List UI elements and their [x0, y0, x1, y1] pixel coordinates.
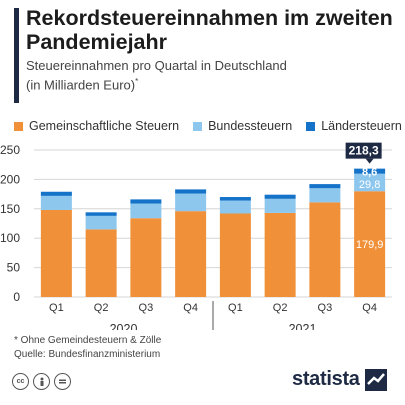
statista-logo-icon	[364, 368, 387, 391]
total-value-label: 218,3	[349, 144, 379, 158]
bar-segment-bund	[175, 193, 207, 212]
bar-segment-gemeinschaft	[309, 202, 341, 297]
y-tick-label: 200	[0, 172, 20, 186]
y-tick-label: 50	[7, 261, 21, 275]
footnote-block: * Ohne Gemeindesteuern & Zölle Quelle: B…	[14, 334, 161, 362]
x-tick-label: Q3	[318, 302, 333, 314]
bar-segment-gemeinschaft	[130, 218, 162, 297]
legend-item-bund: Bundessteuern	[193, 119, 292, 133]
group-label: 2021	[289, 322, 317, 330]
y-tick-label: 100	[0, 231, 20, 245]
total-callout-box	[345, 142, 382, 159]
bar-segment-bund	[264, 198, 296, 213]
bar-segment-laender	[85, 212, 117, 216]
gemeinschaft-value-label: 179,9	[356, 239, 384, 251]
footnote-text: * Ohne Gemeindesteuern & Zölle	[14, 335, 162, 346]
legend-swatch-gemeinschaft	[14, 121, 23, 131]
bar-segment-gemeinschaft	[175, 211, 207, 297]
statista-logo[interactable]: statista	[292, 368, 387, 391]
x-tick-label: Q1	[228, 302, 243, 314]
legend-swatch-bund	[193, 121, 203, 131]
bund-value-label: 29,8	[359, 179, 380, 191]
bar-segment-laender	[175, 189, 207, 194]
bar-segment-bund	[130, 203, 162, 219]
x-tick-label: Q4	[183, 302, 198, 314]
y-tick-label: 250	[0, 143, 20, 157]
legend-label-gemeinschaft: Gemeinschaftliche Steuern	[29, 119, 180, 133]
x-tick-label: Q1	[49, 302, 64, 314]
bar-segment-laender	[309, 184, 341, 189]
x-tick-label: Q4	[362, 302, 377, 314]
chart-title: Rekordsteuereinnahmen im zweiten Pandemi…	[26, 6, 393, 54]
x-tick-label: Q2	[273, 302, 288, 314]
bar-segment-gemeinschaft	[85, 229, 117, 297]
bar-segment-laender	[354, 168, 386, 174]
bar-segment-bund	[309, 188, 341, 203]
bar-segment-gemeinschaft	[219, 213, 251, 297]
bar-segment-gemeinschaft	[40, 209, 72, 297]
bar-segment-laender	[40, 191, 72, 196]
legend-item-laender: Ländersteuern	[306, 119, 402, 133]
bar-segment-gemeinschaft	[264, 212, 296, 297]
legend-item-gemeinschaft: Gemeinschaftliche Steuern	[14, 119, 179, 133]
source-text: Quelle: Bundesfinanzministerium	[14, 349, 161, 360]
bar-segment-laender	[219, 197, 251, 201]
subtitle-line-1: Steuereinnahmen pro Quartal in Deutschla…	[26, 58, 287, 73]
chart-legend: Gemeinschaftliche Steuern Bundessteuern …	[14, 118, 402, 134]
person-icon[interactable]	[33, 373, 50, 390]
title-accent-bar	[14, 8, 19, 103]
x-tick-label: Q2	[94, 302, 109, 314]
legend-swatch-laender	[306, 121, 316, 131]
no-derivatives-icon[interactable]	[54, 373, 71, 390]
statista-wordmark: statista	[292, 368, 360, 390]
bar-segment-gemeinschaft	[354, 191, 386, 297]
license-icons: cc	[12, 373, 75, 390]
bar-segment-bund	[354, 173, 386, 192]
bar-segment-laender	[130, 199, 162, 204]
bar-segment-bund	[85, 215, 117, 230]
bar-segment-bund	[40, 195, 72, 210]
laender-value-label: 8,6	[362, 167, 377, 179]
y-tick-label: 150	[0, 202, 20, 216]
bar-segment-bund	[219, 200, 251, 214]
subtitle-footnote-mark: *	[135, 77, 139, 86]
bar-segment-laender	[264, 194, 296, 199]
group-label: 2020	[110, 322, 138, 330]
chart-subtitle: Steuereinnahmen pro Quartal in Deutschla…	[26, 58, 396, 93]
subtitle-unit: (in Milliarden Euro)	[26, 77, 136, 93]
subtitle-line-2: (in Milliarden Euro)*	[26, 74, 396, 93]
legend-label-laender: Ländersteuern	[321, 119, 402, 133]
y-tick-label: 0	[13, 290, 20, 304]
stacked-bar-chart: 0 50 100 150 200 250 Q1 Q2 Q3 Q4 Q1 Q2 Q3 Q4 2020 2021 1…	[0, 142, 392, 330]
cc-icon[interactable]: cc	[12, 373, 29, 390]
legend-label-bund: Bundessteuern	[208, 119, 293, 133]
total-callout-pointer	[365, 158, 374, 164]
x-tick-label: Q3	[139, 302, 154, 314]
